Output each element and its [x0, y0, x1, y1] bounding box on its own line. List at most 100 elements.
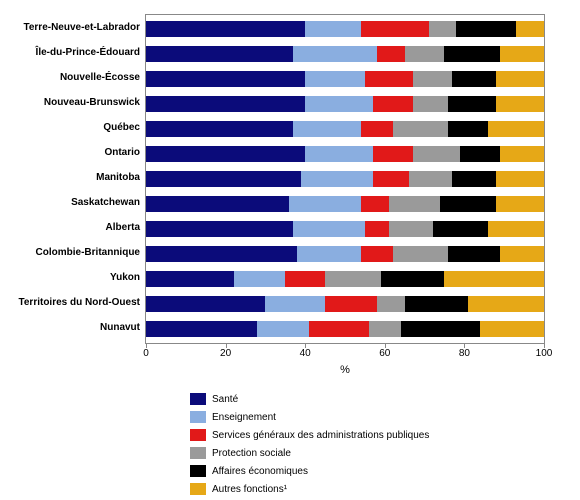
bar-row: [146, 171, 544, 187]
bar-segment: [516, 21, 544, 37]
legend-item: Affaires économiques: [190, 464, 429, 478]
legend-label: Enseignement: [212, 412, 276, 423]
bar-segment: [309, 321, 369, 337]
legend-swatch: [190, 483, 206, 495]
bar-segment: [409, 171, 453, 187]
legend-item: Autres fonctions¹: [190, 482, 429, 496]
bar-segment: [496, 96, 544, 112]
category-label: Nunavut: [0, 322, 140, 334]
bar-row: [146, 296, 544, 312]
bar-segment: [301, 171, 373, 187]
bar-segment: [305, 96, 373, 112]
bar-row: [146, 196, 544, 212]
bar-segment: [393, 246, 449, 262]
bar-segment: [488, 121, 544, 137]
bar-segment: [146, 96, 305, 112]
category-label: Territoires du Nord-Ouest: [0, 297, 140, 309]
bar-segment: [361, 21, 429, 37]
bar-segment: [146, 46, 293, 62]
legend-item: Enseignement: [190, 410, 429, 424]
category-label: Île-du-Prince-Édouard: [0, 47, 140, 59]
bar-row: [146, 321, 544, 337]
bar-segment: [305, 21, 361, 37]
x-tick-label: 100: [536, 348, 553, 359]
bar-segment: [293, 46, 377, 62]
bar-segment: [413, 146, 461, 162]
x-tick-label: 0: [143, 348, 149, 359]
bar-segment: [413, 71, 453, 87]
bar-segment: [361, 246, 393, 262]
x-tick-label: 40: [300, 348, 311, 359]
bar-segment: [377, 46, 405, 62]
bar-segment: [361, 196, 389, 212]
bar-segment: [257, 321, 309, 337]
bar-segment: [146, 21, 305, 37]
category-label: Colombie-Britannique: [0, 247, 140, 259]
bar-row: [146, 121, 544, 137]
bar-segment: [325, 271, 381, 287]
bar-segment: [433, 221, 489, 237]
bar-segment: [488, 221, 544, 237]
bar-row: [146, 246, 544, 262]
bar-segment: [468, 296, 544, 312]
bar-segment: [373, 146, 413, 162]
bar-segment: [389, 196, 441, 212]
stacked-bar-chart: Terre-Neuve-et-LabradorÎle-du-Prince-Édo…: [0, 0, 580, 500]
bar-segment: [440, 196, 496, 212]
legend-label: Autres fonctions¹: [212, 484, 287, 495]
bar-segment: [389, 221, 433, 237]
category-label: Yukon: [0, 272, 140, 284]
bar-segment: [393, 121, 449, 137]
legend-label: Services généraux des administrations pu…: [212, 430, 429, 441]
bar-row: [146, 271, 544, 287]
bar-segment: [305, 71, 365, 87]
x-axis-title: %: [145, 364, 545, 376]
bar-segment: [325, 296, 377, 312]
legend-swatch: [190, 411, 206, 423]
bar-segment: [365, 221, 389, 237]
bar-segment: [361, 121, 393, 137]
category-label: Alberta: [0, 222, 140, 234]
x-tick-label: 20: [220, 348, 231, 359]
bar-segment: [146, 196, 289, 212]
bar-segment: [456, 21, 516, 37]
legend-swatch: [190, 447, 206, 459]
category-label: Manitoba: [0, 172, 140, 184]
bar-segment: [146, 121, 293, 137]
legend-item: Protection sociale: [190, 446, 429, 460]
bar-segment: [297, 246, 361, 262]
bar-segment: [405, 46, 445, 62]
bar-segment: [285, 271, 325, 287]
bar-segment: [401, 321, 481, 337]
legend-label: Santé: [212, 394, 238, 405]
bar-row: [146, 21, 544, 37]
bar-segment: [405, 296, 469, 312]
bar-segment: [413, 96, 449, 112]
bar-segment: [496, 196, 544, 212]
bar-segment: [369, 321, 401, 337]
bar-segment: [496, 71, 544, 87]
legend-label: Affaires économiques: [212, 466, 308, 477]
bar-segment: [448, 96, 496, 112]
category-label: Québec: [0, 122, 140, 134]
legend-swatch: [190, 393, 206, 405]
category-label: Ontario: [0, 147, 140, 159]
bar-segment: [146, 246, 297, 262]
bar-segment: [234, 271, 286, 287]
bar-segment: [448, 246, 500, 262]
plot-area: [145, 14, 545, 344]
legend: Santé Enseignement Services généraux des a…: [190, 392, 429, 500]
bar-row: [146, 221, 544, 237]
bar-segment: [500, 46, 544, 62]
bar-segment: [444, 271, 544, 287]
bar-segment: [429, 21, 457, 37]
bar-segment: [146, 71, 305, 87]
bar-segment: [305, 146, 373, 162]
x-tick-label: 80: [459, 348, 470, 359]
bar-segment: [452, 71, 496, 87]
bar-segment: [373, 171, 409, 187]
bar-segment: [289, 196, 361, 212]
bar-row: [146, 146, 544, 162]
bar-segment: [146, 296, 265, 312]
category-label: Saskatchewan: [0, 197, 140, 209]
